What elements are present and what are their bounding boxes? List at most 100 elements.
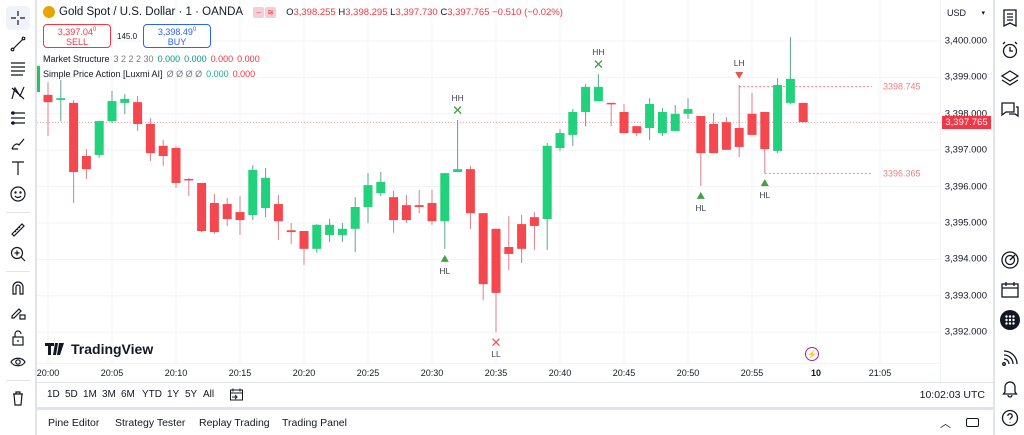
buy-button[interactable]: 3,398.490 BUY [143, 24, 212, 48]
cross-marker-icon [594, 60, 603, 69]
currency-selector[interactable]: USD ▾ [943, 4, 989, 21]
price-axis[interactable]: USD ▾ 3,400.000 3,399.000 3,398.000 3,397.0… [940, 0, 993, 382]
tab-replay-trading[interactable]: Replay Trading [199, 417, 270, 429]
eye-icon [10, 357, 26, 367]
time-tick: 20:20 [292, 368, 316, 378]
calendar-button[interactable] [998, 278, 1022, 302]
range-button-6m[interactable]: 6M [121, 389, 135, 400]
wave-icon[interactable]: ≋ [265, 6, 277, 18]
price-tick: 3,398.000 [944, 108, 987, 120]
lock-drawing-tool[interactable] [6, 301, 30, 325]
tradingview-logo[interactable]: TradingView [45, 341, 153, 357]
change-value: −0.510 (−0.02%) [492, 6, 563, 18]
emoji-tool[interactable] [6, 182, 30, 206]
range-button-ytd[interactable]: YTD [142, 389, 162, 400]
range-button-1y[interactable]: 1Y [167, 389, 180, 400]
crosshair-tool[interactable] [6, 6, 30, 30]
collapse-icon[interactable]: – [253, 6, 265, 18]
bullish-candle [325, 224, 335, 236]
sell-button[interactable]: 3,397.040 SELL [43, 24, 111, 48]
chats-button[interactable] [998, 98, 1022, 122]
lock-all-tool[interactable] [6, 326, 30, 350]
help-button[interactable] [998, 406, 1022, 430]
text-tool[interactable] [6, 156, 30, 180]
products-button[interactable] [998, 308, 1022, 332]
smiley-icon [10, 186, 26, 202]
tab-strategy-tester[interactable]: Strategy Tester [115, 417, 186, 429]
remove-drawings-tool[interactable] [6, 386, 30, 410]
toolbar-divider [6, 212, 30, 213]
triangle-up-marker-icon [760, 179, 769, 187]
time-tick: 20:25 [356, 368, 380, 378]
bearish-candle [158, 145, 168, 157]
tab-trading-panel[interactable]: Trading Panel [282, 417, 347, 429]
target-icon [1001, 251, 1019, 269]
close-label: C [440, 6, 448, 18]
symbol-title[interactable]: Gold Spot / U.S. Dollar · 1 · OANDA [59, 6, 244, 18]
fib-tool[interactable] [6, 56, 30, 80]
bearish-candle [171, 148, 181, 183]
alerts-button[interactable] [998, 38, 1022, 62]
time-tick: 10 [810, 368, 822, 378]
bullish-candle [261, 177, 271, 209]
chart-pane[interactable]: 3398.745 3396.365 HH HL LL HH HL LH HL Gold Spot… [37, 0, 993, 382]
zoom-in-tool[interactable] [6, 242, 30, 266]
magnet-tool[interactable] [6, 276, 30, 300]
time-tick: 20:00 [36, 368, 60, 378]
range-button-5d[interactable]: 5D [65, 389, 78, 400]
notifications-button[interactable] [998, 376, 1022, 400]
object-tree-button[interactable] [998, 66, 1022, 90]
range-button-all[interactable]: All [203, 389, 215, 400]
bearish-candle [478, 213, 488, 285]
go-to-date-calendar-icon[interactable] [229, 387, 244, 402]
time-tick: 20:35 [484, 368, 508, 378]
price-tick: 3,396.000 [944, 181, 987, 193]
time-tick: 20:30 [420, 368, 444, 378]
indicator-market-structure[interactable]: Market Structure 3 2 2 2 30 0.000 0.000 … [43, 51, 563, 66]
logo-text: TradingView [71, 341, 154, 357]
bullish-candle [670, 113, 680, 131]
range-button-3m[interactable]: 3M [102, 389, 116, 400]
hide-drawings-tool[interactable] [6, 350, 30, 374]
screener-button[interactable] [998, 248, 1022, 272]
bearish-candle [414, 205, 424, 207]
trend-line-tool[interactable] [6, 32, 30, 56]
pattern-tool[interactable] [6, 81, 30, 105]
tab-pine-editor[interactable]: Pine Editor [48, 417, 100, 429]
bearish-candle [222, 204, 232, 219]
range-button-5y[interactable]: 5Y [185, 389, 198, 400]
bearish-candle [427, 202, 437, 222]
brush-tool[interactable] [6, 131, 30, 155]
news-stream-button[interactable] [998, 346, 1022, 370]
bullish-candle [542, 145, 552, 219]
bullish-candle [363, 185, 373, 207]
chart-legend: Gold Spot / U.S. Dollar · 1 · OANDA – ≋ O… [37, 4, 563, 92]
buy-price: 3,398.49 [157, 27, 193, 37]
bullish-candle [94, 121, 104, 155]
bearish-candle [81, 156, 91, 170]
bullish-candle [581, 86, 591, 112]
indicator-value: 0.000 [237, 53, 260, 64]
bullish-candle [645, 103, 655, 128]
lightning-alert-icon[interactable]: ⚡ [805, 347, 819, 361]
pattern-icon [11, 86, 25, 100]
maximize-panel-icon[interactable] [966, 418, 979, 427]
date-range-bar: 1D 5D 1M 3M 6M YTD 1Y 5Y All 10:02:03 UTC [37, 383, 993, 407]
clock-utc[interactable]: 10:02:03 UTC [919, 389, 985, 401]
time-axis[interactable]: 20:00 20:05 20:10 20:15 20:20 20:25 20:30 20:35… [37, 363, 940, 382]
range-button-1d[interactable]: 1D [47, 389, 60, 400]
bearish-candle [401, 205, 411, 221]
measure-tool[interactable] [6, 218, 30, 242]
prediction-tool[interactable] [6, 106, 30, 130]
ohlc-values: O3,398.255 H3,398.295 L3,397.730 C3,397.… [286, 7, 563, 18]
selected-indicator-marker [37, 66, 40, 92]
range-button-1m[interactable]: 1M [83, 389, 97, 400]
bullish-candle [248, 169, 258, 215]
open-label: O [286, 6, 294, 18]
watchlist-button[interactable] [998, 6, 1022, 30]
bullish-candle [785, 78, 795, 103]
indicator-simple-price-action[interactable]: Simple Price Action [Luxmi AI] Ø Ø Ø Ø 0… [43, 66, 563, 81]
chevron-up-icon[interactable]: ︿ [940, 418, 951, 430]
watchlist-icon [1003, 9, 1017, 28]
bearish-candle [709, 123, 719, 154]
